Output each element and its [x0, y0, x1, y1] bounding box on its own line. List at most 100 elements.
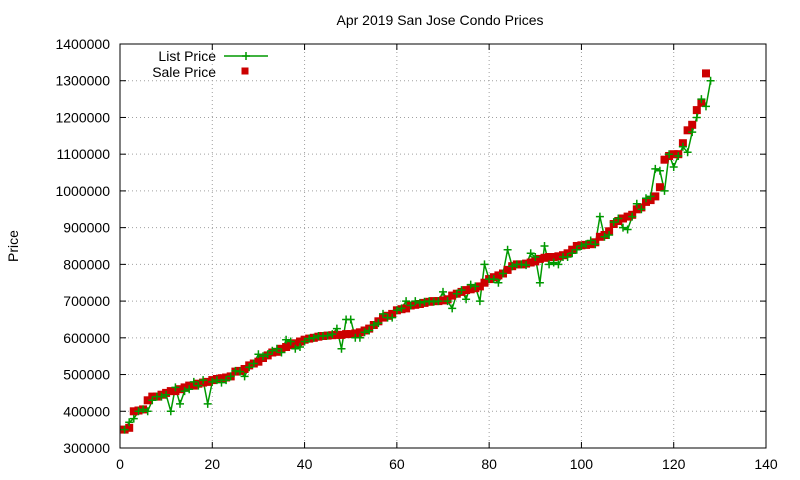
legend-marker-sale-price	[241, 67, 249, 75]
list-price-point	[194, 381, 203, 390]
list-price-point	[494, 278, 503, 287]
sale-price-point	[342, 330, 351, 339]
sale-price-point	[176, 385, 184, 394]
sale-price-point	[655, 183, 664, 192]
list-price-point	[337, 344, 346, 353]
list-price-point	[374, 319, 383, 328]
sale-price-point	[337, 330, 346, 339]
y-tick-label: 1100000	[57, 146, 111, 162]
list-price-point	[189, 377, 198, 386]
legend-label-list-price: List Price	[158, 48, 216, 64]
list-price-point	[582, 240, 590, 249]
list-price-point	[489, 275, 498, 284]
sale-price-point	[203, 377, 212, 386]
sale-price-point	[494, 271, 503, 280]
list-price-point	[332, 324, 341, 333]
list-price-point	[388, 313, 397, 322]
list-price-point	[623, 225, 632, 234]
sale-price-point	[282, 343, 291, 351]
list-price-point	[448, 304, 457, 313]
list-price-point	[277, 348, 286, 357]
list-price-point	[637, 205, 646, 214]
list-price-point	[291, 344, 300, 353]
x-tick-label: 140	[754, 456, 778, 472]
y-tick-label: 1200000	[55, 109, 110, 125]
list-price-point	[346, 315, 355, 324]
list-price-point	[203, 399, 212, 408]
x-tick-label: 40	[297, 456, 313, 472]
list-price-point	[531, 253, 540, 261]
sale-price-point	[217, 374, 226, 383]
list-price-point	[355, 333, 364, 342]
x-tick-label: 100	[570, 456, 594, 472]
list-price-point	[360, 328, 369, 337]
sale-price-point	[683, 126, 692, 135]
list-price-point	[226, 372, 235, 381]
list-price-point	[180, 387, 189, 396]
sale-price-point	[346, 330, 355, 339]
sale-price-point	[503, 265, 512, 274]
grid-lines	[120, 44, 766, 448]
list-price-point	[236, 367, 244, 376]
sale-price-point	[332, 330, 341, 339]
list-price-point	[614, 214, 623, 223]
sale-price-point	[296, 337, 304, 346]
list-price-point	[148, 396, 157, 405]
sale-price-point	[448, 291, 457, 300]
list-price-point	[572, 245, 581, 254]
list-price-point	[522, 261, 531, 270]
list-price-point	[646, 192, 655, 201]
list-price-point	[402, 297, 411, 306]
sale-price-point	[549, 253, 558, 261]
legend: List Price Sale Price	[152, 48, 268, 80]
list-price-point	[595, 212, 604, 221]
sale-price-point	[254, 357, 263, 366]
list-price-point	[249, 359, 258, 368]
sale-price-point	[240, 365, 249, 373]
list-price-point	[540, 242, 549, 250]
list-price-point	[415, 298, 424, 307]
list-price-point	[471, 282, 480, 291]
list-price-point	[545, 260, 554, 269]
y-tick-label: 1300000	[55, 73, 110, 89]
list-price-point	[452, 289, 461, 298]
x-tick-label: 20	[204, 456, 220, 472]
list-price-point	[674, 152, 683, 160]
sale-price-point	[651, 192, 660, 201]
sale-price-point	[540, 253, 549, 262]
list-price-point	[208, 377, 217, 386]
sale-price-point	[129, 407, 138, 416]
sale-price-point	[166, 387, 175, 396]
list-price-point	[125, 418, 134, 427]
list-price-point	[480, 260, 489, 269]
list-price-point	[162, 390, 171, 399]
sale-price-point	[355, 328, 364, 337]
list-price-point	[379, 309, 387, 318]
sale-price-point	[554, 252, 563, 261]
x-tick-label: 80	[481, 456, 497, 472]
sale-price-point	[619, 214, 627, 223]
list-price-point	[669, 163, 678, 171]
plot-data	[120, 69, 715, 434]
list-price-point	[222, 376, 231, 385]
list-price-point	[503, 245, 512, 254]
list-price-point	[139, 405, 148, 414]
list-price-point	[134, 407, 143, 416]
list-price-point	[176, 399, 184, 408]
sale-price-point	[439, 296, 447, 305]
list-price-point	[157, 392, 166, 401]
list-price-point	[692, 113, 701, 122]
y-tick-label: 500000	[63, 367, 110, 383]
list-price-point	[577, 242, 586, 250]
list-price-point	[600, 232, 609, 241]
sale-price-point	[632, 205, 641, 214]
list-price-point	[309, 333, 318, 342]
list-price-point	[300, 337, 309, 346]
list-price-point	[217, 378, 226, 387]
sale-price-point	[143, 396, 152, 405]
list-price-point	[392, 306, 401, 315]
list-price-point	[605, 231, 614, 239]
list-price-point	[462, 295, 471, 304]
y-tick-label: 400000	[63, 403, 110, 419]
